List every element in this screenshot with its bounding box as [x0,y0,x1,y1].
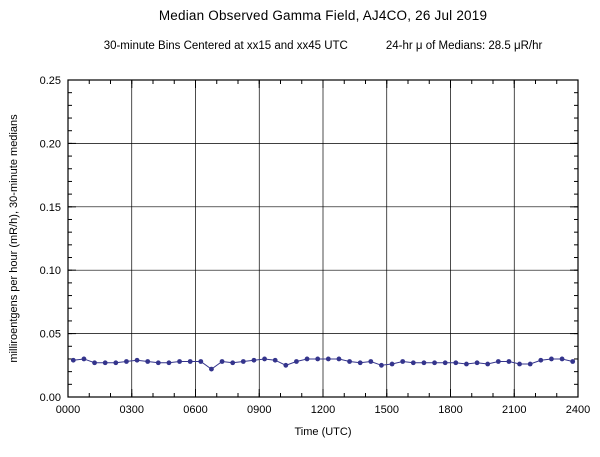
svg-text:0.25: 0.25 [40,75,61,87]
plot-border [67,79,579,398]
y-axis-label: milliroentgens per hour (mR/h), 30-minut… [8,114,20,363]
svg-text:1500: 1500 [375,404,399,416]
svg-text:0.10: 0.10 [40,265,61,277]
svg-text:0.15: 0.15 [40,202,61,214]
chart-subtitle-mean: 24-hr μ of Medians: 28.5 μR/hr [385,40,543,52]
svg-text:0.05: 0.05 [40,329,61,341]
svg-text:1800: 1800 [438,404,462,416]
x-tick-labels: 0000 0300 0600 0900 1200 1500 1800 2100 2400 [56,404,590,416]
x-axis-label: Time (UTC) [294,426,351,438]
grid-lines [68,80,578,397]
data-points [70,356,576,372]
svg-text:0300: 0300 [120,404,144,416]
chart-subtitle-bins: 30-minute Bins Centered at xx15 and xx45… [103,40,348,52]
svg-text:0000: 0000 [56,404,80,416]
svg-text:0600: 0600 [183,404,207,416]
svg-text:0.00: 0.00 [40,392,61,404]
chart-subtitle: 30-minute Bins Centered at xx15 and xx45… [68,40,578,52]
svg-text:1200: 1200 [311,404,335,416]
chart-title: Median Observed Gamma Field, AJ4CO, 26 J… [158,8,488,23]
svg-text:2100: 2100 [502,404,526,416]
svg-text:0.20: 0.20 [40,138,61,150]
svg-text:2400: 2400 [566,404,590,416]
y-tick-labels: 0.00 0.05 0.10 0.15 0.20 0.25 [40,75,61,404]
svg-text:0900: 0900 [247,404,271,416]
